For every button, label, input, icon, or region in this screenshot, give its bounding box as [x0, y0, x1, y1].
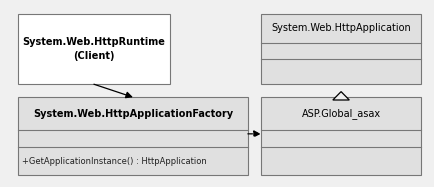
Text: System.Web.HttpApplication: System.Web.HttpApplication	[270, 24, 410, 33]
Bar	[18, 14, 169, 84]
Text: System.Web.HttpRuntime
(Client): System.Web.HttpRuntime (Client)	[23, 37, 165, 61]
Bar	[260, 14, 420, 84]
Text: System.Web.HttpApplicationFactory: System.Web.HttpApplicationFactory	[33, 109, 233, 119]
Text: ASP.Global_asax: ASP.Global_asax	[301, 108, 380, 119]
Text: +GetApplicationInstance() : HttpApplication: +GetApplicationInstance() : HttpApplicat…	[21, 157, 206, 166]
Bar	[260, 97, 420, 175]
Bar	[18, 97, 247, 175]
Polygon shape	[332, 92, 349, 100]
